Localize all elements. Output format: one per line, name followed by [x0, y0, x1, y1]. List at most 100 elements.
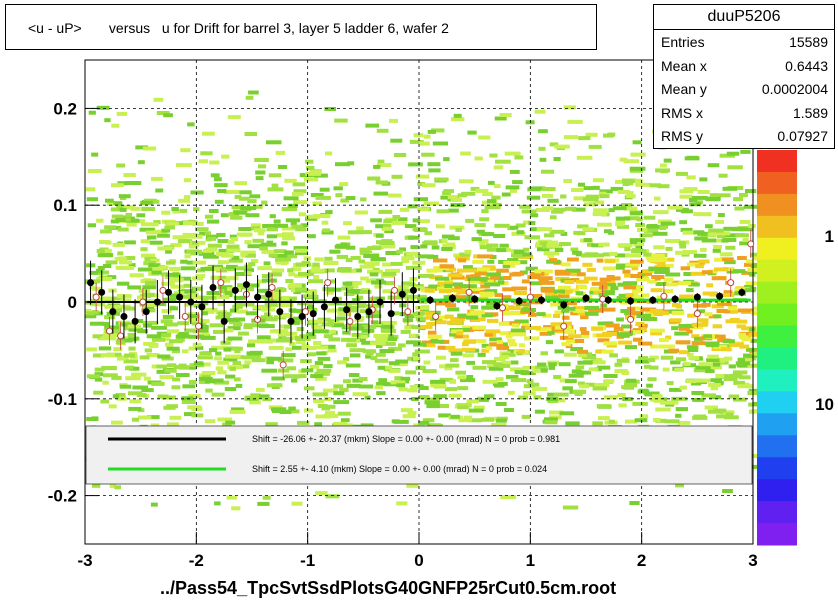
heat-cell	[246, 287, 254, 292]
heat-cell	[496, 345, 510, 350]
heat-cell	[310, 193, 324, 197]
heat-cell	[534, 269, 542, 274]
heat-cell	[101, 365, 117, 370]
heat-cell	[346, 245, 356, 250]
heat-cell	[200, 267, 216, 271]
heat-cell	[580, 330, 590, 335]
heat-cell	[210, 275, 219, 280]
heat-cell	[227, 336, 243, 341]
heat-cell	[641, 269, 654, 274]
heat-cell	[527, 312, 537, 317]
heat-cell	[539, 241, 548, 246]
heat-cell	[287, 268, 294, 273]
heat-cell	[563, 179, 573, 183]
heat-cell	[594, 383, 610, 387]
heat-cell	[547, 240, 558, 245]
heat-cell	[716, 414, 726, 419]
heat-cell	[259, 324, 275, 329]
heat-cell	[228, 258, 243, 263]
heat-cell	[577, 349, 589, 354]
heat-cell	[373, 296, 385, 301]
heat-cell	[389, 118, 398, 123]
heat-cell	[190, 249, 203, 254]
heat-cell	[273, 249, 287, 254]
heat-cell	[698, 259, 710, 264]
heat-cell	[315, 376, 327, 381]
heat-cell	[621, 179, 635, 184]
heat-cell	[750, 338, 763, 343]
heat-cell	[451, 275, 465, 280]
heat-cell	[737, 256, 747, 260]
heat-cell	[98, 346, 112, 351]
heat-cell	[244, 271, 252, 276]
open-marker	[404, 308, 412, 316]
heat-cell	[723, 377, 738, 381]
heat-cell	[617, 243, 633, 248]
heat-cell	[441, 264, 455, 269]
heat-cell	[439, 364, 448, 369]
heat-cell	[355, 295, 364, 300]
heat-cell	[695, 309, 706, 314]
heat-cell	[281, 207, 298, 212]
heat-cell	[192, 221, 204, 226]
heat-cell	[723, 233, 738, 238]
heat-cell	[554, 248, 564, 252]
heat-cell	[584, 305, 600, 310]
heat-cell	[305, 214, 320, 219]
heat-cell	[723, 290, 733, 295]
heat-cell	[100, 353, 115, 358]
profile-point	[493, 302, 501, 310]
heat-cell	[169, 415, 182, 420]
heat-cell	[316, 368, 332, 373]
heat-cell	[259, 394, 270, 399]
profile-point	[153, 298, 161, 306]
open-marker	[526, 293, 534, 301]
heat-cell	[595, 349, 602, 354]
heat-cell	[729, 342, 742, 347]
heat-cell	[638, 356, 649, 361]
heat-cell	[715, 219, 724, 224]
heat-cell	[622, 269, 631, 274]
heat-cell	[722, 489, 733, 493]
heat-cell	[300, 223, 309, 228]
heat-cell	[343, 357, 350, 362]
heat-cell	[481, 348, 490, 353]
heat-cell	[495, 159, 511, 164]
heat-cell	[537, 362, 547, 367]
heat-cell	[119, 384, 132, 389]
heat-cell	[193, 286, 203, 291]
heat-cell	[224, 387, 237, 391]
heat-cell	[314, 422, 323, 427]
heat-cell	[724, 374, 732, 379]
heat-cell	[446, 307, 460, 312]
heat-cell	[391, 220, 408, 225]
heat-cell	[602, 266, 616, 271]
heat-cell	[210, 378, 224, 383]
profile-point	[254, 293, 262, 301]
heat-cell	[128, 346, 136, 351]
heat-cell	[172, 209, 180, 214]
heat-cell	[410, 245, 419, 250]
heat-cell	[288, 272, 295, 277]
heat-cell	[323, 261, 339, 265]
heat-cell	[484, 332, 493, 337]
profile-point	[627, 297, 635, 305]
heat-cell	[228, 320, 241, 325]
heat-cell	[198, 251, 215, 256]
heat-cell	[327, 319, 340, 324]
heat-cell	[254, 228, 266, 233]
heat-cell	[583, 238, 592, 242]
heat-cell	[721, 238, 729, 243]
heat-cell	[388, 346, 402, 351]
heat-cell	[112, 394, 120, 399]
heat-cell	[658, 344, 675, 349]
heat-cell	[509, 342, 518, 347]
heat-cell	[485, 329, 501, 334]
heat-cell	[288, 406, 296, 411]
heat-cell	[472, 365, 487, 370]
heat-cell	[183, 283, 192, 288]
heat-cell	[375, 337, 388, 342]
heat-cell	[163, 297, 177, 302]
heat-cell	[257, 288, 269, 293]
heat-cell	[432, 141, 448, 146]
